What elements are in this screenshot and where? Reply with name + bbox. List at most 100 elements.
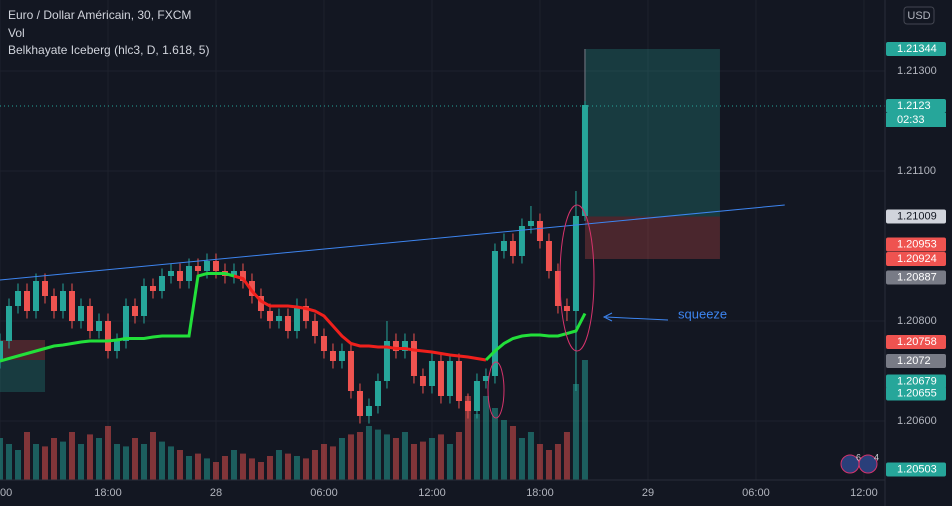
x-tick-label: 00 bbox=[0, 487, 12, 499]
candle-body bbox=[491, 251, 498, 376]
annotation: squeeze bbox=[678, 306, 727, 321]
volume-bar bbox=[347, 434, 354, 480]
candle-body bbox=[203, 261, 210, 271]
candle-body bbox=[500, 241, 507, 251]
candle-body bbox=[185, 266, 192, 281]
candle-body bbox=[320, 336, 327, 351]
volume-bar bbox=[257, 462, 264, 480]
candle-body bbox=[581, 105, 588, 216]
x-tick-label: 06:00 bbox=[310, 487, 338, 499]
volume-bar bbox=[428, 438, 435, 480]
volume-bar bbox=[527, 432, 534, 480]
candle-body bbox=[545, 241, 552, 271]
candle-body bbox=[230, 271, 237, 276]
currency-button[interactable] bbox=[903, 6, 935, 25]
y-tick-label: 1.20800 bbox=[897, 315, 937, 327]
annotation-arrow bbox=[605, 316, 669, 321]
price-label: 1.20679 bbox=[897, 375, 937, 387]
x-tick-label: 28 bbox=[210, 487, 222, 499]
candle-body bbox=[446, 361, 453, 396]
volume-bar bbox=[221, 456, 228, 480]
volume-bar bbox=[158, 441, 165, 480]
volume-bar bbox=[68, 432, 75, 480]
candle-body bbox=[572, 216, 579, 311]
volume-bar bbox=[473, 414, 480, 480]
volume-bar bbox=[140, 444, 147, 480]
currency[interactable]: USD bbox=[907, 10, 930, 22]
candle-body bbox=[311, 321, 318, 336]
badge-count[interactable]: 6 bbox=[856, 452, 861, 462]
candle-body bbox=[401, 341, 408, 351]
candle-body bbox=[464, 401, 471, 411]
candle-body bbox=[95, 321, 102, 331]
y-tick-label: 1.20600 bbox=[897, 415, 937, 427]
volume-bar bbox=[491, 408, 498, 480]
x-tick-label: 06:00 bbox=[742, 487, 770, 499]
price-label: 1.21009 bbox=[897, 210, 937, 222]
volume-bar bbox=[320, 444, 327, 480]
volume-bar bbox=[194, 453, 201, 480]
symbol-title: Euro / Dollar Américain, 30, FXCM bbox=[8, 8, 191, 22]
volume-bar bbox=[104, 426, 111, 480]
countdown-bg bbox=[886, 113, 946, 127]
highlight-ellipse bbox=[487, 361, 505, 419]
price-label: 1.2123 bbox=[897, 100, 931, 112]
annotation-arrowhead bbox=[602, 312, 613, 322]
volume-bar bbox=[59, 441, 66, 480]
candle-body bbox=[176, 271, 183, 281]
candle-body bbox=[527, 221, 534, 226]
volume-bar bbox=[437, 434, 444, 480]
candle-body bbox=[383, 341, 390, 381]
price-label: 1.20887 bbox=[897, 271, 937, 283]
candle-body bbox=[536, 221, 543, 241]
volume-bar bbox=[284, 453, 291, 480]
volume-bar bbox=[401, 432, 408, 480]
volume-bar bbox=[383, 434, 390, 480]
candle-body bbox=[482, 376, 489, 381]
candle-body bbox=[194, 266, 201, 271]
badge-count[interactable]: 4 bbox=[874, 452, 879, 462]
badge[interactable] bbox=[858, 454, 878, 474]
volume-bar bbox=[554, 444, 561, 480]
volume-bar bbox=[203, 458, 210, 480]
candle-body bbox=[563, 306, 570, 311]
price-label-bg bbox=[886, 42, 946, 56]
volume-bar bbox=[536, 444, 543, 480]
price-label-bg bbox=[886, 374, 946, 389]
volume-bar bbox=[464, 396, 471, 480]
price-label-bg bbox=[886, 252, 946, 266]
volume-bar bbox=[518, 438, 525, 480]
volume-bar bbox=[338, 438, 345, 480]
volume-bar bbox=[167, 446, 174, 480]
candle-body bbox=[0, 341, 3, 361]
candle-body bbox=[5, 306, 12, 341]
x-tick-label: 12:00 bbox=[418, 487, 446, 499]
price-label-bg bbox=[886, 462, 946, 477]
candle-body bbox=[473, 381, 480, 411]
volume-bar bbox=[239, 453, 246, 480]
volume-bar bbox=[5, 444, 12, 480]
volume-bar bbox=[482, 396, 489, 480]
volume-bar bbox=[266, 456, 273, 480]
volume-bar bbox=[374, 429, 381, 480]
candle-body bbox=[140, 286, 147, 316]
volume-bar bbox=[293, 456, 300, 480]
y-tick-label: 1.21100 bbox=[897, 165, 936, 177]
price-label-bg bbox=[886, 209, 946, 224]
volume-bar bbox=[41, 446, 48, 480]
volume-bar bbox=[176, 450, 183, 480]
highlight-ellipse bbox=[559, 204, 595, 352]
volume-bar bbox=[419, 441, 426, 480]
volume-bar bbox=[563, 432, 570, 480]
candle-body bbox=[356, 391, 363, 416]
candle-body bbox=[302, 306, 309, 321]
candle-body bbox=[347, 351, 354, 391]
candle-body bbox=[14, 291, 21, 306]
price-label-bg bbox=[886, 237, 946, 252]
plot-area bbox=[0, 49, 885, 480]
candle-body bbox=[23, 291, 30, 311]
candle-body bbox=[122, 306, 129, 341]
grid bbox=[0, 0, 885, 480]
candle-body bbox=[455, 361, 462, 401]
